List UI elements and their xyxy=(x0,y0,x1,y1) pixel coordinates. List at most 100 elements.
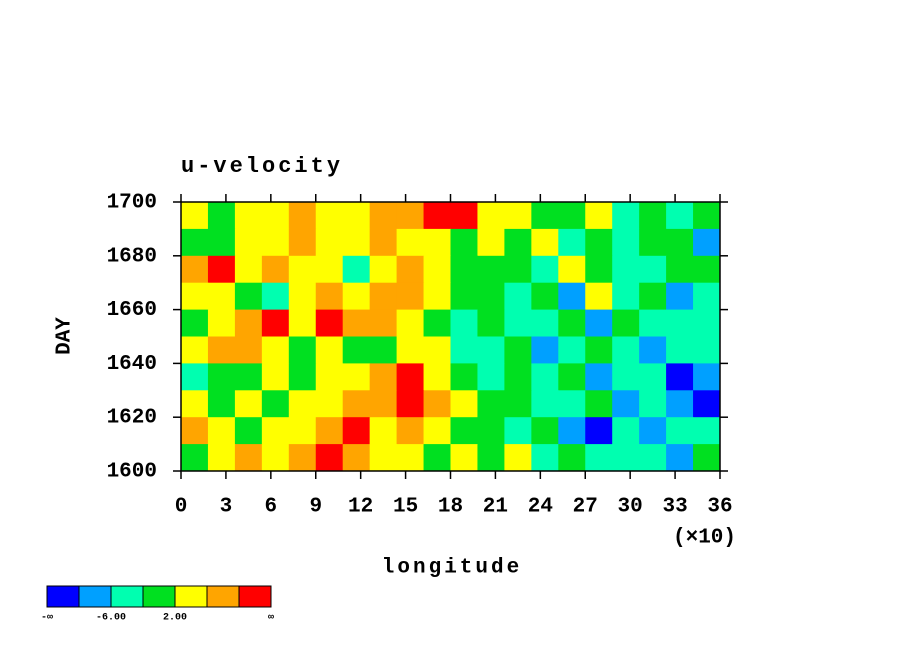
field-cell xyxy=(639,228,667,257)
field-cell xyxy=(369,255,398,284)
field-cell xyxy=(369,336,398,364)
field-cell xyxy=(666,336,694,364)
field-cell xyxy=(693,336,721,364)
x-tick-label: 33 xyxy=(662,496,687,519)
field-cell xyxy=(369,309,398,337)
field-cell xyxy=(531,282,559,311)
field-cell xyxy=(585,444,613,472)
field-cell xyxy=(315,390,344,418)
field-cell xyxy=(315,309,344,337)
field-cell xyxy=(261,255,290,284)
field-cell xyxy=(396,417,425,445)
field-cell xyxy=(612,309,640,337)
field-cell xyxy=(558,255,586,284)
field-cell xyxy=(450,202,478,230)
field-cell xyxy=(423,363,451,391)
field-cell xyxy=(207,309,236,337)
field-cell xyxy=(531,363,559,391)
field-cell xyxy=(315,417,344,445)
field-cell xyxy=(181,417,209,445)
field-cell xyxy=(181,255,209,284)
field-cell xyxy=(181,282,209,311)
colorbar-box xyxy=(78,585,112,608)
field-cell xyxy=(477,228,505,257)
field-cell xyxy=(423,282,451,311)
field-cell xyxy=(396,255,425,284)
field-cell xyxy=(181,390,209,418)
field-cell xyxy=(666,228,694,257)
x-tick-label: 30 xyxy=(618,496,643,519)
field-cell xyxy=(477,336,505,364)
field-cell xyxy=(342,444,371,472)
field-cell xyxy=(477,390,505,418)
field-cell xyxy=(693,255,721,284)
field-cell xyxy=(558,309,586,337)
field-cell xyxy=(261,336,290,364)
field-cell xyxy=(396,282,425,311)
field-cell xyxy=(288,282,317,311)
field-cell xyxy=(612,336,640,364)
field-cell xyxy=(585,390,613,418)
field-cell xyxy=(396,390,425,418)
x-tick-label: 36 xyxy=(707,496,732,519)
field-cell xyxy=(639,444,667,472)
field-cell xyxy=(423,309,451,337)
field-cell xyxy=(558,363,586,391)
field-cell xyxy=(423,228,451,257)
field-cell xyxy=(396,202,425,230)
field-cell xyxy=(396,309,425,337)
field-cell xyxy=(207,363,236,391)
field-cell xyxy=(504,336,532,364)
field-cell xyxy=(234,390,263,418)
field-cell xyxy=(450,417,478,445)
field-cell xyxy=(612,444,640,472)
field-cell xyxy=(261,282,290,311)
field-cell xyxy=(504,202,532,230)
field-cell xyxy=(504,228,532,257)
field-cell xyxy=(261,363,290,391)
field-cell xyxy=(234,282,263,311)
field-cell xyxy=(181,309,209,337)
field-cell xyxy=(288,390,317,418)
field-cell xyxy=(612,417,640,445)
field-cell xyxy=(639,309,667,337)
field-cell xyxy=(396,336,425,364)
field-cell xyxy=(666,202,694,230)
field-cell xyxy=(531,255,559,284)
field-cell xyxy=(558,202,586,230)
field-cell xyxy=(396,363,425,391)
field-cell xyxy=(666,444,694,472)
field-cell xyxy=(315,202,344,230)
field-cell xyxy=(315,282,344,311)
colorbar-max-label: ∞ xyxy=(268,613,274,624)
field-cell xyxy=(342,309,371,337)
axes: 0 3 6 9 12 15 18 21 24 27 30 33 36160016201640166016… xyxy=(107,192,733,519)
field-cell xyxy=(207,202,236,230)
field-cell xyxy=(666,309,694,337)
field-cell xyxy=(181,444,209,472)
field-cell xyxy=(504,363,532,391)
field-cell xyxy=(207,336,236,364)
field-cell xyxy=(666,363,694,391)
field-cell xyxy=(396,444,425,472)
y-axis-label: DAY xyxy=(54,317,77,355)
field-cell xyxy=(342,417,371,445)
field-cell xyxy=(477,309,505,337)
field-cell xyxy=(558,444,586,472)
field-cell xyxy=(585,309,613,337)
field-cell xyxy=(666,255,694,284)
field-cell xyxy=(207,282,236,311)
field-cell xyxy=(531,390,559,418)
field-cell xyxy=(477,282,505,311)
field-cell xyxy=(261,228,290,257)
field-cell xyxy=(639,202,667,230)
field-cell xyxy=(477,202,505,230)
field xyxy=(181,202,721,472)
field-cell xyxy=(342,363,371,391)
field-cell xyxy=(693,309,721,337)
y-tick-label: 1620 xyxy=(107,407,157,430)
colorbar-tick-label: 2.00 xyxy=(163,613,187,624)
field-cell xyxy=(477,444,505,472)
colorbar-box xyxy=(142,585,176,608)
field-cell xyxy=(369,363,398,391)
